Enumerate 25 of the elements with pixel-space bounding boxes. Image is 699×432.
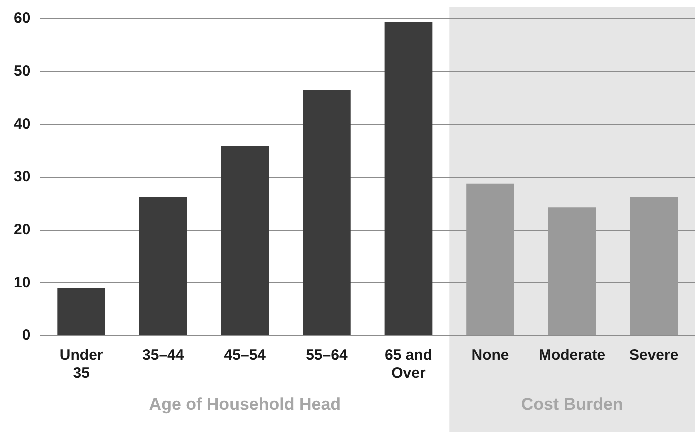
y-tick-label: 30 (14, 168, 31, 186)
x-tick-label: 65 and Over (384, 347, 433, 382)
bar (548, 208, 596, 336)
x-tick-label: Under 35 (60, 347, 104, 382)
y-tick-label: 20 (14, 221, 31, 238)
bar (221, 146, 270, 336)
bar (303, 90, 351, 336)
x-tick-label: Severe (629, 347, 679, 364)
bar (139, 197, 188, 336)
y-tick-label: 50 (14, 62, 31, 80)
x-tick-label: 55–64 (306, 347, 348, 364)
band-label: Cost Burden (521, 395, 624, 414)
bar (630, 197, 678, 336)
y-tick-label: 0 (22, 327, 31, 344)
bar (466, 184, 514, 336)
y-tick-label: 40 (14, 116, 31, 133)
x-tick-label: 45–54 (224, 347, 267, 364)
y-tick-label: 10 (14, 274, 31, 292)
y-tick-label: 60 (14, 10, 31, 28)
bar (384, 22, 433, 336)
x-axis-title: Age of Household Head (149, 395, 342, 414)
bar (58, 288, 106, 336)
x-tick-label: Moderate (538, 347, 606, 364)
x-tick-label: None (472, 347, 510, 364)
x-tick-label: 35–44 (142, 347, 185, 364)
